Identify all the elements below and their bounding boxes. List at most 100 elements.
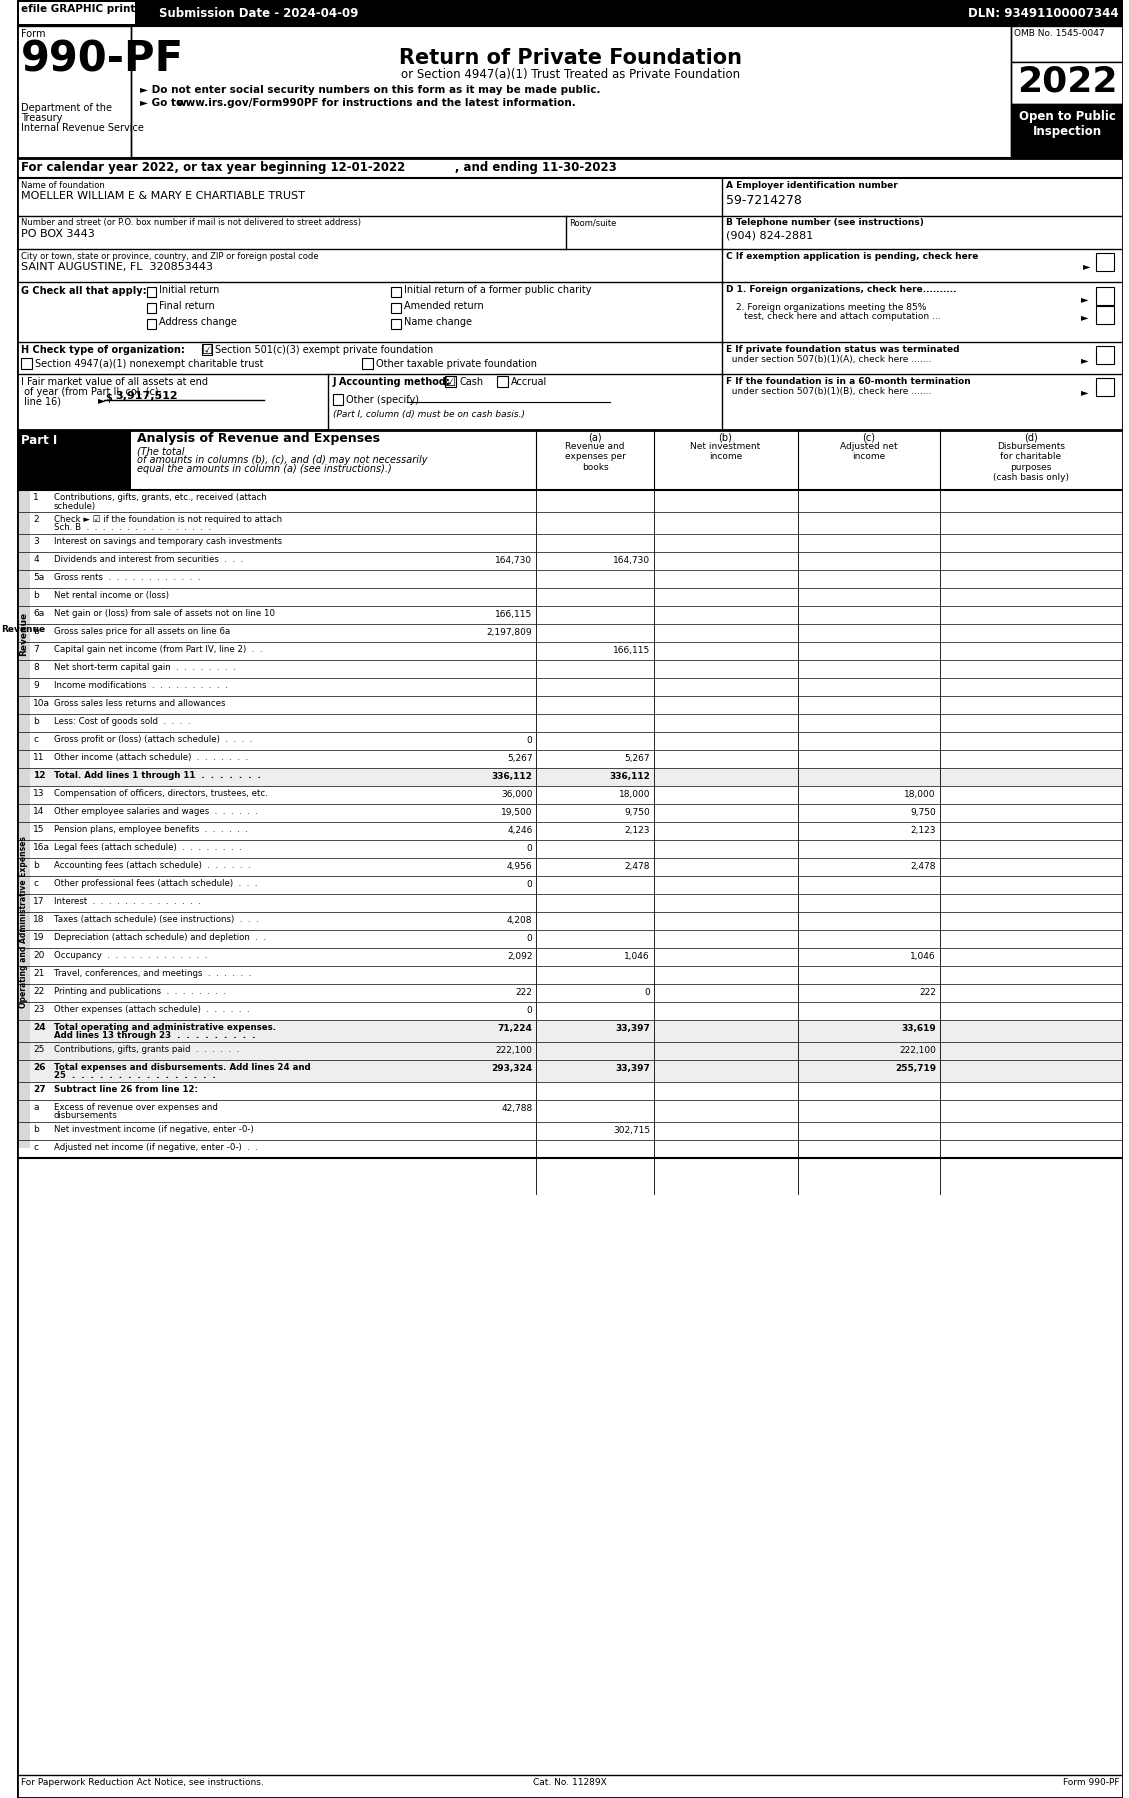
Text: 9,750: 9,750 xyxy=(624,807,650,816)
Bar xyxy=(17,0,1123,25)
Text: 990-PF: 990-PF xyxy=(21,40,184,81)
Text: 255,719: 255,719 xyxy=(895,1064,936,1073)
Text: 17: 17 xyxy=(33,897,44,906)
Text: Form: Form xyxy=(21,29,46,40)
Text: Room/suite: Room/suite xyxy=(569,218,616,227)
Text: test, check here and attach computation ...: test, check here and attach computation … xyxy=(744,313,940,322)
Text: disbursements: disbursements xyxy=(54,1111,117,1120)
Text: 22: 22 xyxy=(33,987,44,996)
Text: Analysis of Revenue and Expenses: Analysis of Revenue and Expenses xyxy=(137,432,379,444)
Text: 16a: 16a xyxy=(33,843,50,852)
Text: Treasury: Treasury xyxy=(21,113,63,122)
Bar xyxy=(392,288,401,297)
Text: Cat. No. 11289X: Cat. No. 11289X xyxy=(533,1778,606,1787)
Text: DLN: 93491100007344: DLN: 93491100007344 xyxy=(969,7,1119,20)
Bar xyxy=(1012,104,1123,158)
Text: ► Do not enter social security numbers on this form as it may be made public.: ► Do not enter social security numbers o… xyxy=(140,85,601,95)
Text: 5,267: 5,267 xyxy=(507,753,533,762)
Bar xyxy=(445,376,456,387)
Text: Gross sales price for all assets on line 6a: Gross sales price for all assets on line… xyxy=(54,628,230,636)
Text: 14: 14 xyxy=(33,807,44,816)
Text: Other professional fees (attach schedule)  .  .  .: Other professional fees (attach schedule… xyxy=(54,879,257,888)
Bar xyxy=(147,288,157,297)
Text: Net investment
income: Net investment income xyxy=(690,442,761,462)
Text: G Check all that apply:: G Check all that apply: xyxy=(21,286,147,297)
Text: 71,224: 71,224 xyxy=(498,1025,533,1034)
Bar xyxy=(1096,254,1114,271)
Bar xyxy=(147,318,157,329)
Text: ►: ► xyxy=(1080,354,1088,365)
Text: Internal Revenue Service: Internal Revenue Service xyxy=(21,122,145,133)
Text: Return of Private Foundation: Return of Private Foundation xyxy=(400,49,742,68)
Text: 21: 21 xyxy=(33,969,44,978)
Text: 0: 0 xyxy=(527,1007,533,1016)
Text: for instructions and the latest information.: for instructions and the latest informat… xyxy=(318,99,576,108)
Text: 13: 13 xyxy=(33,789,44,798)
Text: J Accounting method:: J Accounting method: xyxy=(333,378,450,387)
Text: Final return: Final return xyxy=(159,300,216,311)
Text: City or town, state or province, country, and ZIP or foreign postal code: City or town, state or province, country… xyxy=(21,252,318,261)
Text: Accounting fees (attach schedule)  .  .  .  .  .  .: Accounting fees (attach schedule) . . . … xyxy=(54,861,251,870)
Text: Net investment income (if negative, enter -0-): Net investment income (if negative, ente… xyxy=(54,1126,253,1135)
Bar xyxy=(17,430,131,491)
Text: Revenue and
expenses per
books: Revenue and expenses per books xyxy=(564,442,625,471)
Text: Cash: Cash xyxy=(460,378,483,387)
Text: ►: ► xyxy=(1080,313,1088,322)
Text: b: b xyxy=(33,592,38,601)
Text: Total expenses and disbursements. Add lines 24 and: Total expenses and disbursements. Add li… xyxy=(54,1063,310,1072)
Text: (a): (a) xyxy=(588,433,602,442)
Text: 222: 222 xyxy=(919,987,936,998)
Bar xyxy=(1096,306,1114,324)
Text: Taxes (attach schedule) (see instructions)  .  .  .: Taxes (attach schedule) (see instruction… xyxy=(54,915,259,924)
Text: ►: ► xyxy=(98,396,105,405)
Text: Compensation of officers, directors, trustees, etc.: Compensation of officers, directors, tru… xyxy=(54,789,268,798)
Text: 7: 7 xyxy=(33,645,38,654)
Text: I Fair market value of all assets at end: I Fair market value of all assets at end xyxy=(21,378,209,387)
Text: Travel, conferences, and meetings  .  .  .  .  .  .: Travel, conferences, and meetings . . . … xyxy=(54,969,251,978)
Text: Sch. B  .  .  .  .  .  .  .  .  .  .  .  .  .  .  .  .: Sch. B . . . . . . . . . . . . . . . . xyxy=(54,523,211,532)
Bar xyxy=(17,1019,1123,1043)
Text: Net gain or (loss) from sale of assets not on line 10: Net gain or (loss) from sale of assets n… xyxy=(54,610,274,619)
Text: equal the amounts in column (a) (see instructions).): equal the amounts in column (a) (see ins… xyxy=(137,464,392,475)
Bar xyxy=(17,25,1123,158)
Text: 2,197,809: 2,197,809 xyxy=(487,628,533,636)
Text: 24: 24 xyxy=(33,1023,45,1032)
Text: H Check type of organization:: H Check type of organization: xyxy=(21,345,185,354)
Text: 2022: 2022 xyxy=(1017,65,1118,99)
Text: Total. Add lines 1 through 11  .  .  .  .  .  .  .: Total. Add lines 1 through 11 . . . . . … xyxy=(54,771,261,780)
Text: Part I: Part I xyxy=(21,433,58,448)
Text: 27: 27 xyxy=(33,1084,45,1093)
Text: Accrual: Accrual xyxy=(511,378,548,387)
Text: ► Go to: ► Go to xyxy=(140,99,186,108)
Text: Form 990-PF: Form 990-PF xyxy=(1062,1778,1119,1787)
Text: 11: 11 xyxy=(33,753,44,762)
Text: C If exemption application is pending, check here: C If exemption application is pending, c… xyxy=(726,252,979,261)
Text: Legal fees (attach schedule)  .  .  .  .  .  .  .  .: Legal fees (attach schedule) . . . . . .… xyxy=(54,843,242,852)
Text: 3,917,512: 3,917,512 xyxy=(115,390,178,401)
Text: 2,123: 2,123 xyxy=(624,825,650,834)
Text: 36,000: 36,000 xyxy=(501,789,533,798)
Text: Total operating and administrative expenses.: Total operating and administrative expen… xyxy=(54,1023,275,1032)
Text: ►: ► xyxy=(1080,295,1088,304)
Bar xyxy=(1012,25,1123,61)
Text: E If private foundation status was terminated: E If private foundation status was termi… xyxy=(726,345,960,354)
Text: Name change: Name change xyxy=(404,316,472,327)
Bar xyxy=(362,358,373,369)
Text: 33,619: 33,619 xyxy=(901,1025,936,1034)
Text: Other employee salaries and wages  .  .  .  .  .  .: Other employee salaries and wages . . . … xyxy=(54,807,257,816)
Text: c: c xyxy=(33,1144,38,1153)
Bar xyxy=(21,358,32,369)
Text: Number and street (or P.O. box number if mail is not delivered to street address: Number and street (or P.O. box number if… xyxy=(21,218,361,227)
Bar xyxy=(17,768,1123,786)
Text: 6a: 6a xyxy=(33,610,44,619)
Text: efile GRAPHIC print: efile GRAPHIC print xyxy=(21,4,135,14)
Text: b: b xyxy=(33,1126,38,1135)
Bar xyxy=(17,25,131,158)
Text: Income modifications  .  .  .  .  .  .  .  .  .  .: Income modifications . . . . . . . . . . xyxy=(54,681,227,690)
Text: $: $ xyxy=(105,394,112,403)
Text: ☑: ☑ xyxy=(445,376,456,388)
Bar xyxy=(392,318,401,329)
Text: MOELLER WILLIAM E & MARY E CHARTIABLE TRUST: MOELLER WILLIAM E & MARY E CHARTIABLE TR… xyxy=(21,191,305,201)
Text: 10a: 10a xyxy=(33,699,50,708)
Text: Adjusted net
income: Adjusted net income xyxy=(840,442,898,462)
